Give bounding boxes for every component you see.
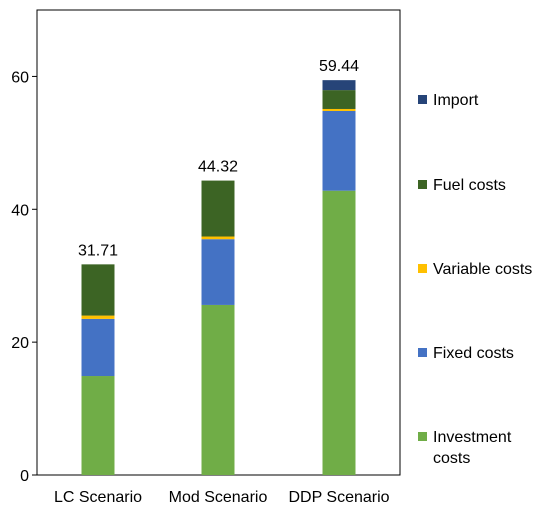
total-label-0: 31.71 [78,242,118,259]
legend-swatch [418,264,427,273]
legend-label: Investment costs [433,429,512,467]
legend-swatch [418,432,427,441]
x-tick-label-0: LC Scenario [54,489,142,506]
x-tick-label-1: Mod Scenario [169,489,268,506]
legend-swatch [418,348,427,357]
legend-item-fuel-costs: Fuel costs [418,175,550,196]
bar-segment-fixed-costs-1 [201,239,235,305]
bar-segment-variable-costs-2 [322,108,356,111]
legend-item-variable-costs: Variable costs [418,259,550,280]
bar-segment-investment-costs-1 [201,304,235,475]
legend-swatch [418,180,427,189]
y-tick-label-0: 0 [20,468,29,485]
bar-segment-fuel-costs-1 [201,180,235,237]
y-tick-label-40: 40 [11,202,29,219]
y-tick-label-20: 20 [11,335,29,352]
bar-segment-import-2 [322,80,356,91]
legend-label: Import [433,92,479,109]
legend-label: Fuel costs [433,177,506,194]
legend-item-fixed-costs: Fixed costs [418,343,550,364]
bar-segment-fixed-costs-0 [81,318,115,377]
total-label-2: 59.44 [319,58,359,75]
legend-item-investment-costs: Investment costs [418,427,550,469]
bar-segment-variable-costs-1 [201,236,235,240]
bar-segment-fuel-costs-2 [322,90,356,109]
legend-swatch [418,95,427,104]
bar-segment-variable-costs-0 [81,315,115,319]
y-tick-label-60: 60 [11,69,29,86]
x-tick-label-2: DDP Scenario [288,489,389,506]
bar-segment-fixed-costs-2 [322,110,356,191]
total-label-1: 44.32 [198,159,238,176]
plot-area: 0 20 40 60 31.71 LC Scenario 44.32 Mod Scenario… [11,9,401,506]
legend-item-import: Import [418,90,550,111]
legend-label: Fixed costs [433,345,514,362]
bar-segment-investment-costs-2 [322,190,356,475]
bar-segment-fuel-costs-0 [81,264,115,316]
bar-segment-investment-costs-0 [81,376,115,475]
legend-label: Variable costs [433,261,533,278]
